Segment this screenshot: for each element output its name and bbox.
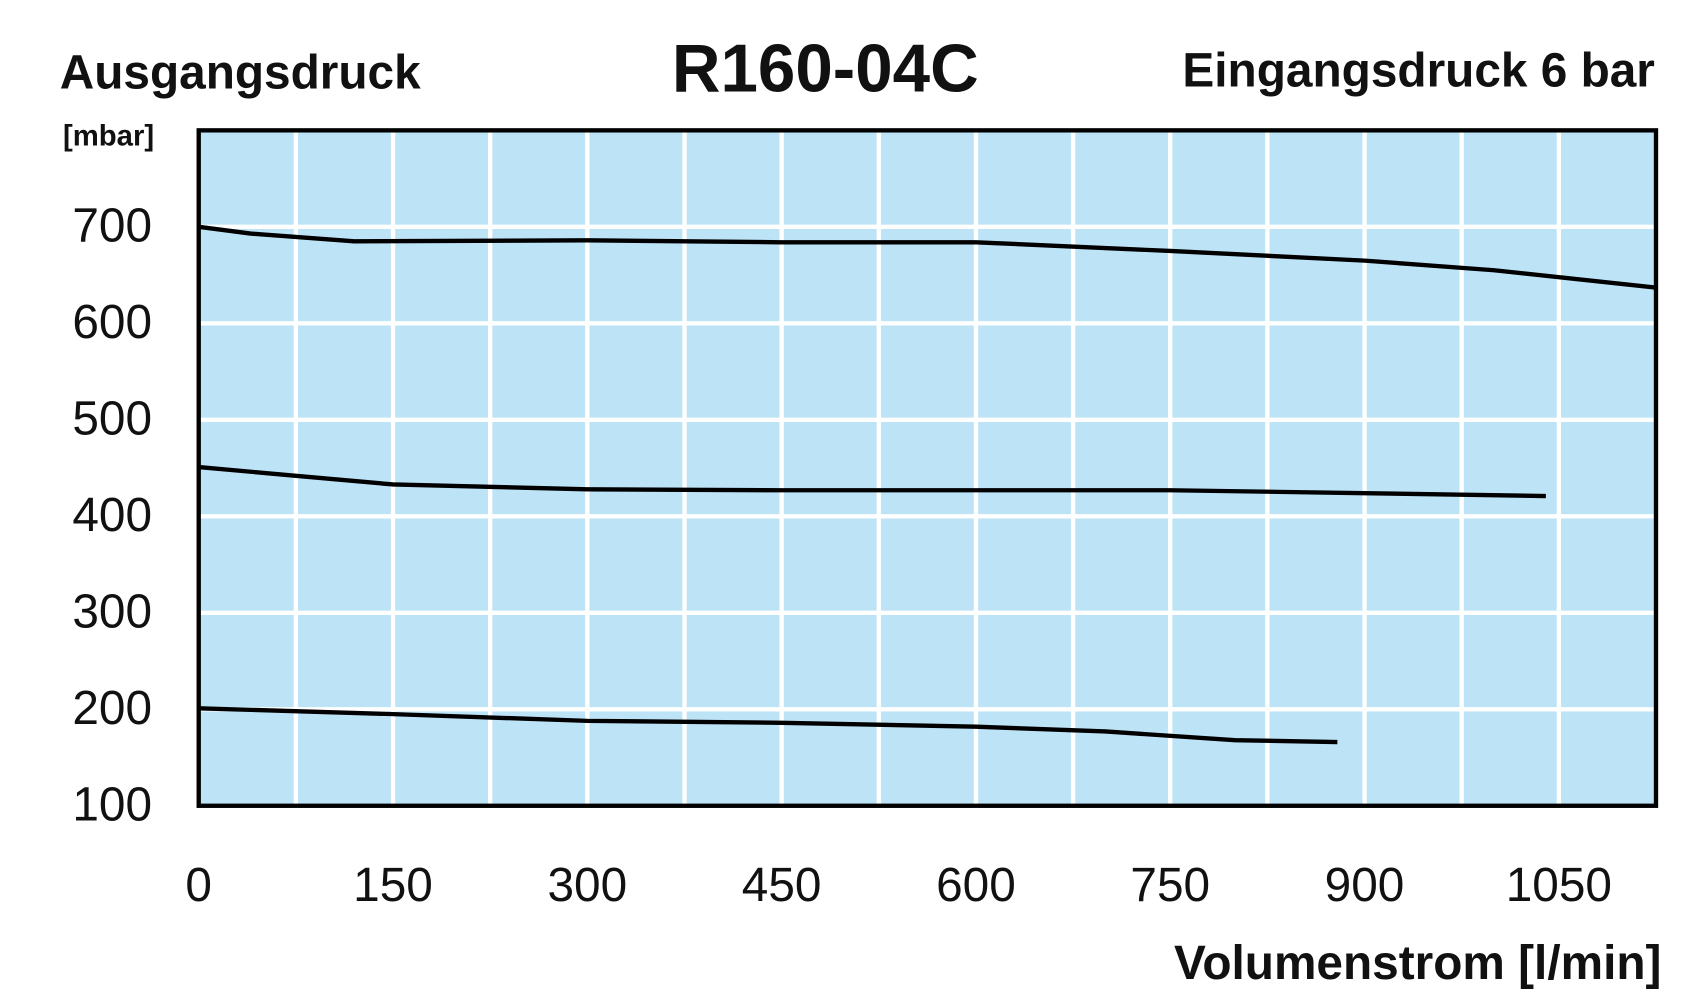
y-tick-label: 500 — [72, 393, 152, 446]
y-tick-label: 300 — [72, 586, 152, 639]
y-tick-label: 700 — [72, 200, 152, 253]
y-axis-unit: [mbar] — [63, 120, 154, 153]
chart-subtitle: Eingangsdruck 6 bar — [1182, 45, 1654, 98]
line — [198, 464, 1546, 499]
x-axis-label: Volumenstrom [l/min] — [1174, 937, 1661, 990]
x-tick-label: 900 — [1325, 859, 1405, 912]
y-tick-label: 600 — [72, 296, 152, 349]
y-tick-label: 400 — [72, 489, 152, 542]
x-tick-label: 450 — [742, 859, 822, 912]
line — [198, 706, 1338, 745]
y-tick-label: 200 — [72, 682, 152, 735]
y-tick-label: 100 — [72, 779, 152, 832]
line — [198, 224, 1657, 290]
x-tick-label: 750 — [1130, 859, 1210, 912]
x-tick-label: 300 — [547, 859, 627, 912]
plot-background — [198, 130, 1656, 806]
chart-title: R160-04C — [672, 32, 979, 107]
x-tick-label: 1050 — [1506, 859, 1612, 912]
x-tick-label: 150 — [353, 859, 433, 912]
x-tick-label: 600 — [936, 859, 1016, 912]
y-axis-label: Ausgangsdruck — [60, 47, 421, 100]
x-tick-label: 0 — [185, 859, 212, 912]
